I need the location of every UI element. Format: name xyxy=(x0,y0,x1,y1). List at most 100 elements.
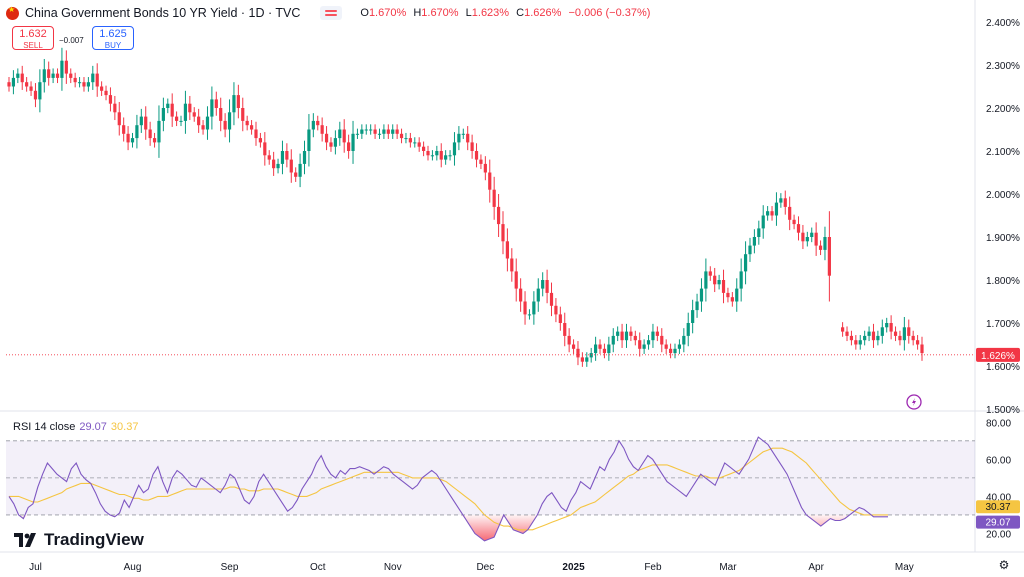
candle-body xyxy=(677,344,682,349)
rsi-ma-badge xyxy=(976,500,1020,514)
candle-body xyxy=(421,146,426,151)
candle-body xyxy=(699,288,704,302)
rsi-legend: RSI 14 close 29.07 30.37 xyxy=(13,421,138,433)
tradingview-logo[interactable]: TradingView xyxy=(14,530,144,550)
candle-body xyxy=(161,108,165,121)
candle-body xyxy=(651,331,655,341)
candle-body xyxy=(594,344,598,354)
lightning-icon xyxy=(906,394,922,410)
price-tick-label: 1.900% xyxy=(986,233,1020,244)
symbol-title[interactable]: China Government Bonds 10 YR Yield · 1D … xyxy=(25,6,301,20)
candle-body xyxy=(448,155,452,157)
buy-button[interactable]: 1.625 BUY xyxy=(92,26,134,50)
time-tick-label: Feb xyxy=(644,562,662,573)
candle-body xyxy=(805,237,809,242)
candle-body xyxy=(611,335,615,345)
candle-body xyxy=(818,245,823,250)
candle-body xyxy=(20,73,24,83)
candle-body xyxy=(430,155,435,157)
candle-body xyxy=(245,120,249,126)
candle-body xyxy=(514,271,518,289)
rsi-tick-label: 60.00 xyxy=(986,455,1011,466)
price-tick-label: 2.000% xyxy=(986,190,1020,201)
sell-label: SELL xyxy=(23,41,43,50)
candle-body xyxy=(249,125,254,130)
candle-body xyxy=(100,86,104,91)
candle-body xyxy=(549,292,554,306)
candle-body xyxy=(324,133,329,143)
candle-body xyxy=(885,323,889,328)
series-style-icon[interactable] xyxy=(320,6,343,20)
candle-body xyxy=(752,237,756,246)
candle-body xyxy=(351,133,355,151)
candle-body xyxy=(854,340,858,345)
candle-body xyxy=(342,129,346,143)
candle-body xyxy=(91,73,95,83)
candle-body xyxy=(69,73,73,78)
candle-body xyxy=(108,95,113,104)
candle-body xyxy=(77,82,82,84)
candle-body xyxy=(633,335,637,341)
price-tick-label: 2.400% xyxy=(986,18,1020,29)
spread-value: −0.007 xyxy=(59,36,84,45)
candle-body xyxy=(585,357,589,362)
candle-body xyxy=(717,280,721,285)
buy-label: BUY xyxy=(104,41,122,50)
candle-body xyxy=(294,172,298,177)
rsi-title[interactable]: RSI 14 close xyxy=(13,421,76,433)
rsi-ma-badge-label: 30.37 xyxy=(985,502,1010,513)
candle-body xyxy=(748,245,752,255)
candle-body xyxy=(721,280,726,293)
price-tick-label: 1.800% xyxy=(986,276,1020,287)
price-tick-label: 2.300% xyxy=(986,61,1020,72)
candle-body xyxy=(686,323,690,336)
candle-body xyxy=(47,69,51,78)
candle-body xyxy=(774,202,779,216)
candle-body xyxy=(377,133,382,135)
candle-body xyxy=(139,116,143,126)
candle-body xyxy=(598,344,602,349)
candle-body xyxy=(188,103,192,113)
candle-body xyxy=(241,108,245,121)
candle-body xyxy=(126,133,130,143)
candle-body xyxy=(889,323,893,332)
candle-body xyxy=(863,335,867,341)
candle-body xyxy=(223,120,227,130)
candle-body xyxy=(38,82,42,100)
open-value: 1.670% xyxy=(368,7,407,19)
candle-body xyxy=(179,120,183,122)
candle-body xyxy=(152,138,157,143)
candle-body xyxy=(788,206,792,220)
candle-body xyxy=(642,344,646,349)
last-price-label: 1.626% xyxy=(981,351,1015,362)
candle-body xyxy=(360,129,364,134)
candle-body xyxy=(144,116,148,130)
candle-body xyxy=(373,129,377,134)
candle-body xyxy=(7,82,11,87)
rsi-value: 29.07 xyxy=(79,421,107,433)
candle-body xyxy=(267,155,271,160)
time-tick-label: Jul xyxy=(29,562,42,573)
sell-button[interactable]: 1.632 SELL xyxy=(12,26,54,50)
candle-body xyxy=(695,301,699,311)
candle-body xyxy=(545,280,549,293)
time-tick-label: Sep xyxy=(221,562,239,573)
candle-body xyxy=(210,99,214,117)
candle-body xyxy=(130,138,135,143)
candle-body xyxy=(655,331,659,336)
gear-icon[interactable]: ⚙ xyxy=(998,558,1010,572)
candle-body xyxy=(871,331,876,341)
rsi-ma-value: 30.37 xyxy=(110,421,139,433)
candle-body xyxy=(849,335,854,341)
candle-body xyxy=(280,151,285,164)
rsi-badge xyxy=(976,515,1020,529)
candle-body xyxy=(135,125,139,139)
candle-body xyxy=(567,335,571,345)
candle-body xyxy=(329,142,333,147)
candle-body xyxy=(757,228,761,237)
close-value: 1.626% xyxy=(524,7,562,19)
candle-body xyxy=(86,82,90,87)
candle-body xyxy=(867,331,871,336)
candle-body xyxy=(523,301,527,315)
